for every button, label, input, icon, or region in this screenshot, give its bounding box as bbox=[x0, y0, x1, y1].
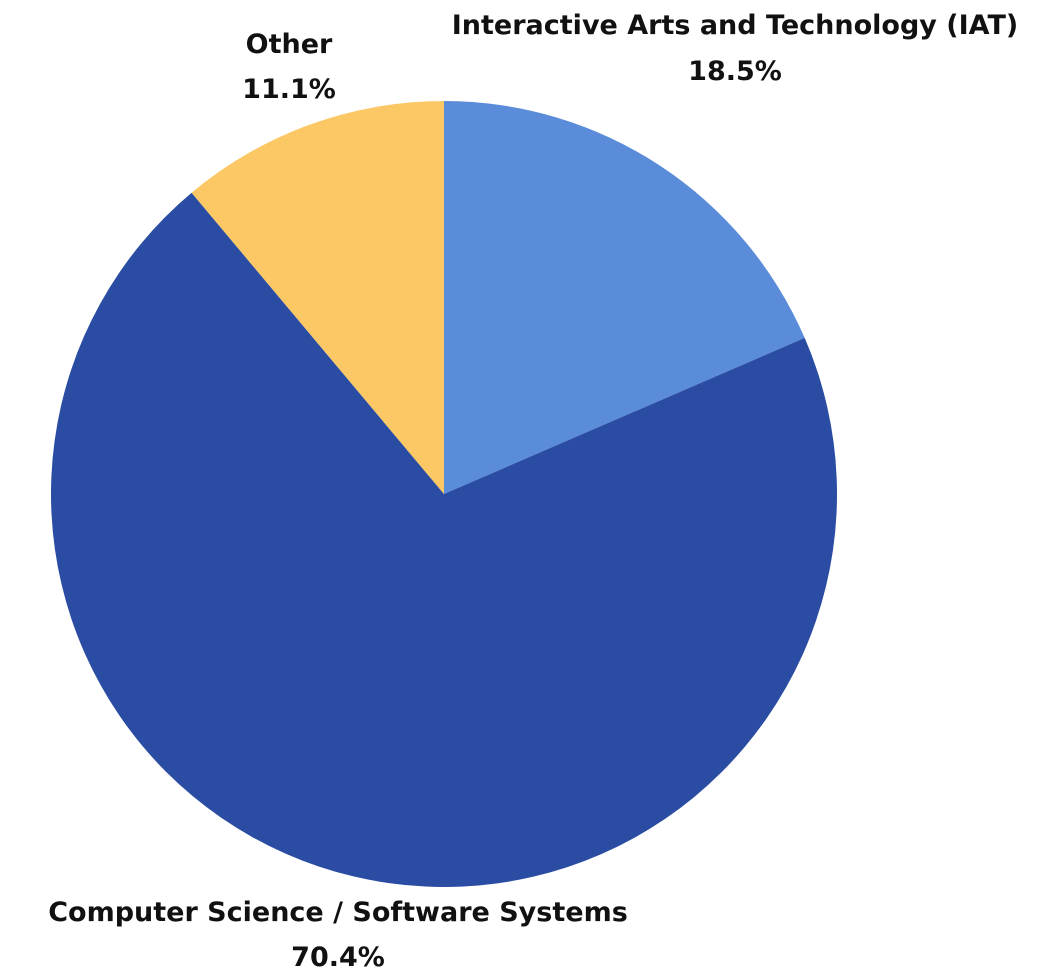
pie-slices bbox=[51, 101, 838, 887]
pie-labels: Interactive Arts and Technology (IAT) 18… bbox=[48, 10, 1018, 973]
slice-label-other: Other bbox=[246, 29, 333, 60]
slice-label-cs: Computer Science / Software Systems bbox=[48, 897, 628, 928]
slice-value-iat: 18.5% bbox=[688, 56, 782, 87]
slice-other bbox=[191, 101, 444, 494]
slice-label-iat: Interactive Arts and Technology (IAT) bbox=[452, 10, 1018, 41]
slice-value-cs: 70.4% bbox=[291, 942, 385, 973]
slice-value-other: 11.1% bbox=[242, 74, 336, 105]
slice-computer-science bbox=[51, 192, 838, 887]
slice-iat bbox=[444, 101, 805, 494]
